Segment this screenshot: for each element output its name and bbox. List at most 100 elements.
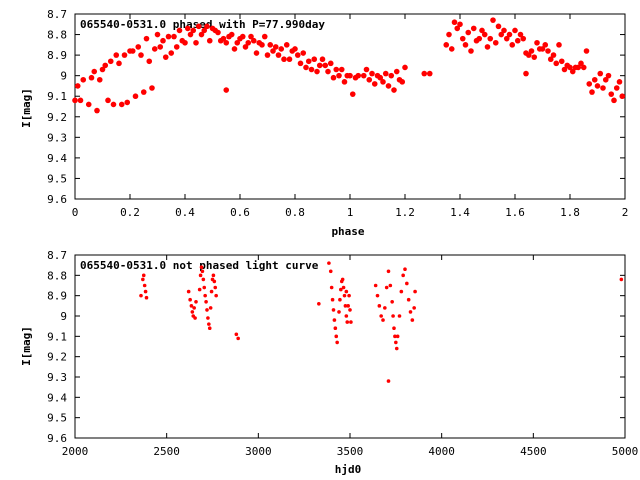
unphased-data-point [340,277,345,282]
phased-data-point [171,33,177,40]
phased-data-point [616,79,623,85]
unphased-y-tick-label: 9.5 [47,412,67,425]
phased-data-point [583,48,590,54]
unphased-data-point [386,379,391,383]
phased-data-point [586,81,593,87]
unphased-data-point [390,299,394,304]
phased-data-point [399,79,406,85]
unphased-y-tick-label: 9 [60,310,67,323]
phased-data-point [303,64,309,71]
phased-data-point [239,33,246,40]
phased-y-tick-label: 9.4 [47,152,67,165]
phased-data-points [72,17,626,114]
unphased-data-point [392,326,396,331]
phased-x-tick-label: 0 [72,206,79,219]
unphased-data-point [139,293,143,298]
phased-y-tick-label: 8.9 [47,49,67,62]
unphased-data-point [192,306,196,310]
phased-data-point [539,46,546,52]
phased-data-point [198,31,205,38]
phased-y-tick-label: 9.6 [47,193,67,206]
phased-data-point [319,56,326,63]
phased-data-point [305,58,312,65]
unphased-data-point [200,269,205,274]
phased-data-point [250,37,257,44]
unphased-y-tick-label: 9.4 [47,391,67,404]
unphased-data-point [197,287,202,292]
unphased-data-point [403,267,407,272]
unphased-data-point [383,306,387,310]
phased-chart: 065540-0531.0 phased with P=77.990day ph… [20,8,628,238]
phased-data-point [509,42,516,48]
phased-data-point [149,85,155,91]
unphased-data-point [344,289,349,294]
phased-data-point [421,70,428,77]
phased-x-tick-label: 0.8 [285,206,305,219]
phased-y-tick-label: 8.7 [47,8,67,21]
unphased-y-tick-label: 8.9 [47,290,67,303]
unphased-data-point [328,269,333,274]
phased-data-point [248,33,254,40]
phased-data-point [338,66,345,73]
phased-data-point [501,27,507,34]
phased-data-point [605,72,612,79]
phased-data-point [402,64,408,71]
unphased-x-ticks: 2000 2500 3000 3500 4000 4500 5000 [62,255,638,458]
phased-data-point [231,46,238,52]
phased-y-tick-label: 8.8 [47,29,67,42]
phased-data-point [327,60,334,67]
unphased-x-tick-label: 4500 [520,445,547,458]
phased-data-point [85,101,92,108]
phased-data-point [96,76,103,83]
unphased-data-point [202,285,207,290]
phased-data-point [94,107,100,114]
phased-data-point [173,44,180,50]
unphased-y-tick-label: 9.1 [47,330,67,343]
phased-data-point [267,42,274,48]
phased-plot-frame [74,13,626,200]
unphased-data-point [347,293,351,298]
phased-data-point [443,42,450,48]
unphased-x-axis-label: hjd0 [335,463,362,476]
phased-data-point [531,54,538,60]
phased-data-point [468,48,474,54]
phased-data-point [138,52,144,58]
phased-data-point [330,74,337,81]
phased-data-point [506,31,513,38]
phased-data-point [220,35,227,42]
unphased-data-point [395,334,400,339]
phased-data-point [388,72,395,79]
phased-data-point [110,101,117,108]
phased-x-tick-label: 1.2 [395,206,415,219]
phased-data-point [80,76,87,83]
phased-x-tick-label: 0.6 [230,206,250,219]
phased-data-point [567,64,573,71]
phased-data-point [481,31,488,38]
unphased-data-point [208,306,213,310]
unphased-data-point [142,283,147,288]
phased-x-tick-label: 1.4 [450,206,470,219]
unphased-y-tick-label: 8.8 [47,269,67,282]
phased-data-point [146,58,153,65]
unphased-data-point [329,285,334,290]
unphased-y-tick-label: 9.2 [47,351,67,364]
phased-data-point [382,70,389,77]
unphased-data-point [337,310,341,314]
phased-data-point [113,52,120,58]
phased-data-point [613,85,620,91]
phased-data-point [259,42,265,48]
phased-data-point [88,74,95,81]
phased-data-point [457,21,463,28]
unphased-data-point [334,334,339,339]
unphased-data-point [141,277,145,282]
phased-data-point [490,17,496,23]
phased-data-point [195,23,202,30]
unphased-data-point [211,273,216,278]
phased-y-ticks: 8.7 8.8 8.9 9 9.1 9.2 9.3 9.4 9.5 9.6 [47,8,625,206]
unphased-data-point [375,293,380,298]
unphased-data-point [342,293,347,298]
phased-data-point [283,42,290,48]
phased-data-point [580,64,587,71]
unphased-data-point [339,287,343,292]
phased-data-point [297,60,304,67]
